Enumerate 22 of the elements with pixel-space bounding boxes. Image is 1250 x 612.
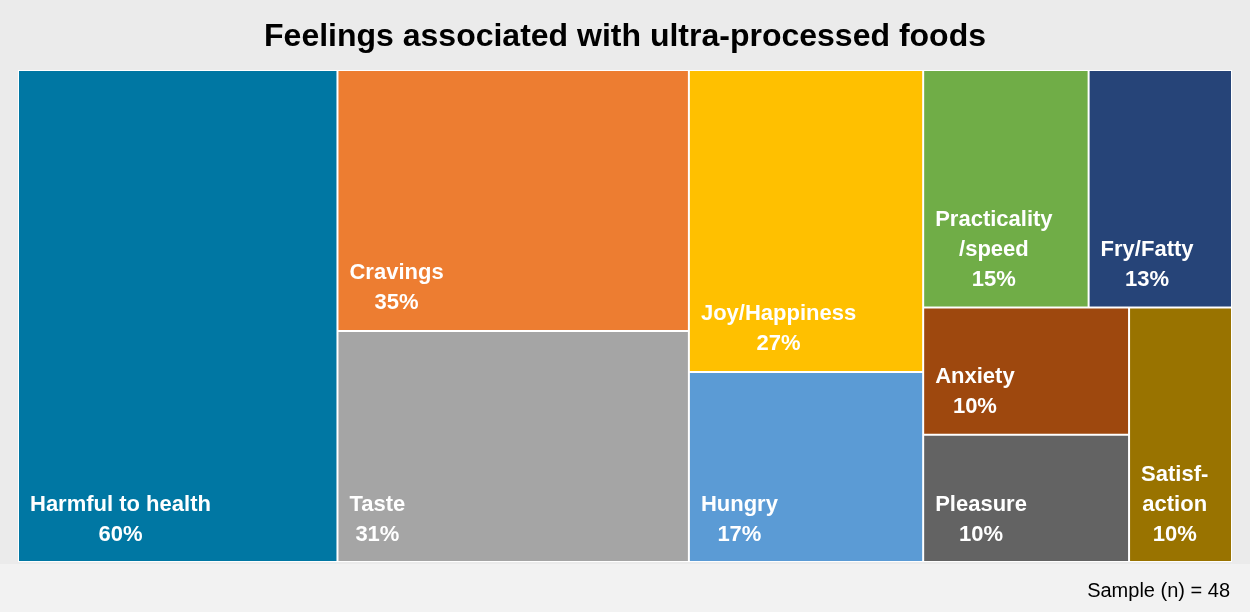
data-label: 13% [1125, 266, 1170, 292]
category-label: Practicality /speed [935, 206, 1054, 262]
data-label: 10% [952, 393, 997, 419]
data-label: 27% [756, 330, 801, 356]
category-label: Joy/Happiness [700, 300, 857, 326]
category-label: Taste [349, 490, 406, 516]
category-label: Satisf-action [1141, 460, 1209, 516]
data-label: 17% [717, 520, 762, 546]
text: Sample (n) = 48 [1087, 579, 1231, 601]
category-label: Fry/Fatty [1100, 236, 1195, 262]
category-label: Cravings [349, 259, 444, 285]
text: Feelings associated with ultra-processed foods [264, 17, 986, 53]
data-label: 60% [98, 520, 143, 546]
data-label: 31% [355, 520, 400, 546]
data-label: 10% [1152, 520, 1197, 546]
category-label: Harmful to health [30, 490, 211, 516]
category-label: Anxiety [935, 363, 1016, 389]
data-label: 35% [374, 289, 419, 315]
category-label: Hungry [700, 490, 779, 516]
data-label: 10% [959, 520, 1004, 546]
data-label: 15% [971, 266, 1016, 292]
category-label: Pleasure [935, 490, 1027, 516]
